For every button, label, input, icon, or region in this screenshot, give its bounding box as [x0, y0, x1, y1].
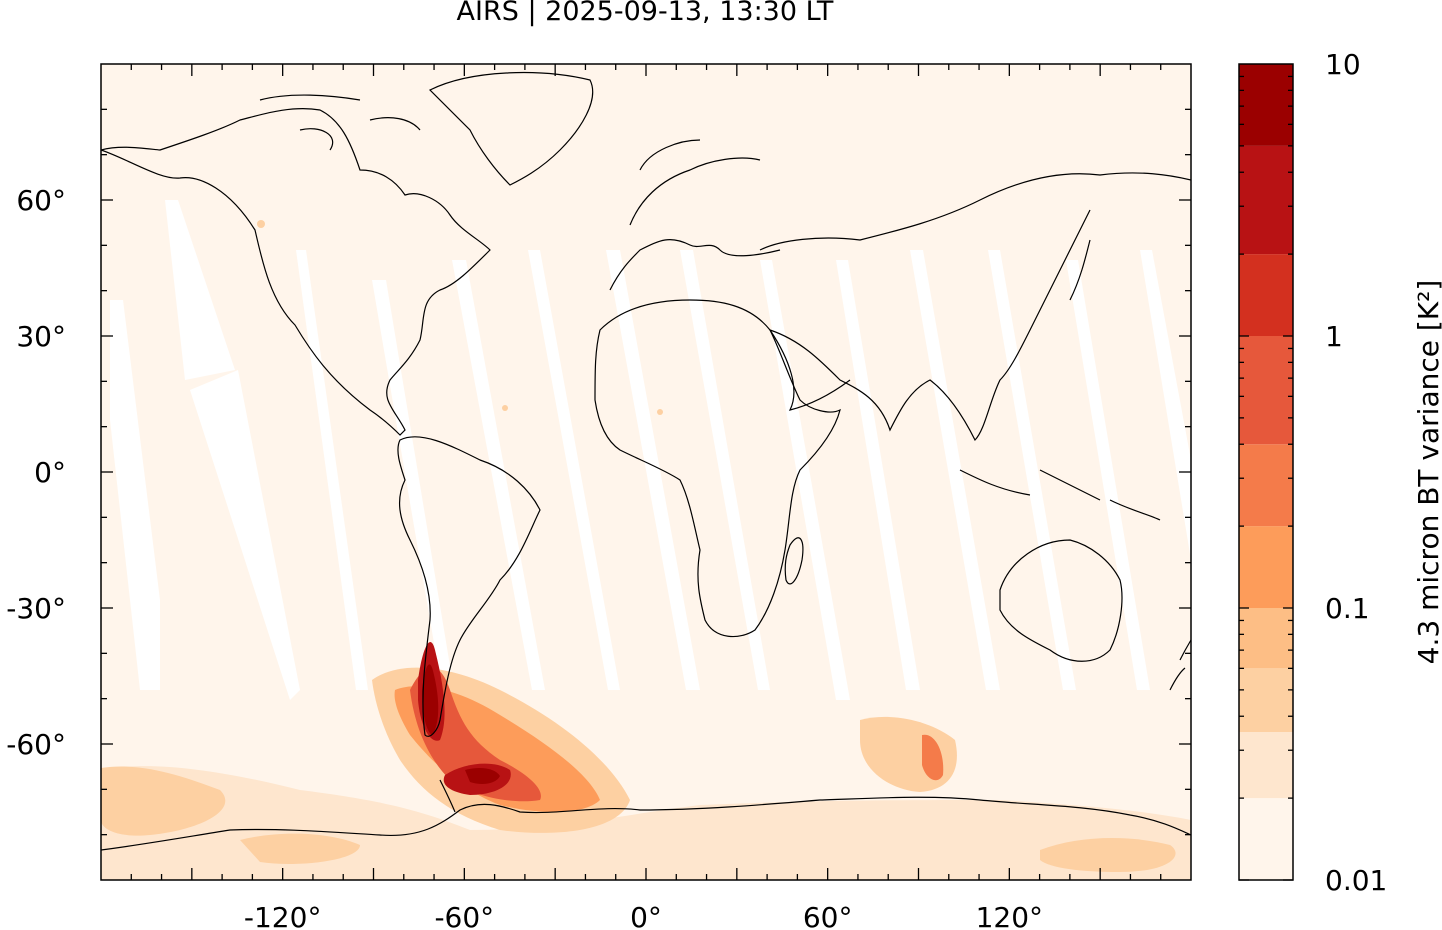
colorbar-ticks: [1239, 75, 1293, 881]
coastline-australia: [999, 539, 1123, 662]
variance-dot-atlantic: [502, 405, 508, 411]
coastline-north-america: [101, 108, 491, 436]
colorbar-tick-label: 1: [1325, 320, 1343, 353]
map-background: [101, 64, 1191, 880]
coastline-antarctica: [101, 796, 1191, 851]
colorbar-band: [1239, 444, 1293, 527]
map-ticks: [101, 64, 1191, 880]
x-tick-label: -120°: [244, 901, 322, 930]
y-tick-label: 0°: [34, 456, 66, 489]
colorbar-band: [1239, 798, 1293, 880]
variance-patch-weddell-peak: [465, 768, 500, 784]
coastline-new-zealand: [1169, 639, 1191, 691]
colorbar-frame: [1238, 63, 1294, 881]
colorbar-tick-label: 10: [1325, 48, 1361, 81]
x-tick-label: 60°: [803, 901, 853, 930]
colorbar-tick-label: 0.01: [1325, 864, 1387, 897]
coastline-arctic-islands: [259, 94, 421, 151]
variance-patch-andes-peak: [422, 664, 439, 735]
colorbar-tick-label: 0.1: [1325, 592, 1370, 625]
variance-dot-alaska: [257, 220, 265, 228]
colorbar-band: [1239, 732, 1293, 799]
colorbar-band: [1239, 145, 1293, 255]
map-panel: -120° -60° 0° 60° 120° 60° 30° 0° -30° -60°: [6, 63, 1192, 930]
y-tick-label: 60°: [16, 184, 66, 217]
map-tick-labels: -120° -60° 0° 60° 120° 60° 30° 0° -30° -60°: [6, 184, 1043, 930]
colorbar-bands: [1239, 64, 1293, 880]
y-tick-label: -30°: [6, 592, 66, 625]
coastline-south-america: [397, 436, 541, 737]
x-tick-label: -60°: [434, 901, 494, 930]
variance-patch-southern-ocean: [101, 766, 1191, 880]
coastline-antarctic-peninsula: [439, 779, 456, 813]
y-tick-label: 30°: [16, 320, 66, 353]
variance-patch-ross: [240, 833, 360, 865]
y-tick-label: -60°: [6, 728, 66, 761]
x-tick-label: 0°: [630, 901, 662, 930]
variance-patch-indian-core: [922, 734, 944, 781]
variance-patch-se-pacific: [1040, 838, 1176, 872]
coastline-indonesia: [959, 469, 1161, 521]
colorbar-band: [1239, 608, 1293, 669]
colorbar-label: 4.3 micron BT variance [K²]: [1412, 280, 1442, 665]
coastline-asia: [759, 172, 1191, 442]
variance-patch-sw-pacific: [101, 766, 226, 836]
variance-field: [101, 220, 1191, 880]
coastlines: [101, 71, 1191, 851]
colorbar-band: [1239, 254, 1293, 336]
colorbar-band: [1239, 668, 1293, 733]
colorbar: 10 1 0.1 0.01 4.3 micron BT variance [K²]: [1238, 48, 1442, 897]
coastline-greenland: [428, 71, 594, 186]
colorbar-tick-labels: 10 1 0.1 0.01: [1325, 48, 1387, 897]
coastline-europe: [609, 139, 781, 291]
coastline-japan: [1069, 239, 1091, 301]
coastline-arabia: [769, 329, 851, 411]
x-tick-label: 120°: [976, 901, 1043, 930]
orbit-gaps: [110, 200, 1191, 700]
colorbar-band: [1239, 64, 1293, 146]
coastline-madagascar: [784, 537, 804, 585]
colorbar-band: [1239, 336, 1293, 445]
colorbar-band: [1239, 526, 1293, 608]
map-title: AIRS | 2025-09-13, 13:30 LT: [456, 0, 834, 27]
variance-dot-africa: [657, 409, 663, 415]
